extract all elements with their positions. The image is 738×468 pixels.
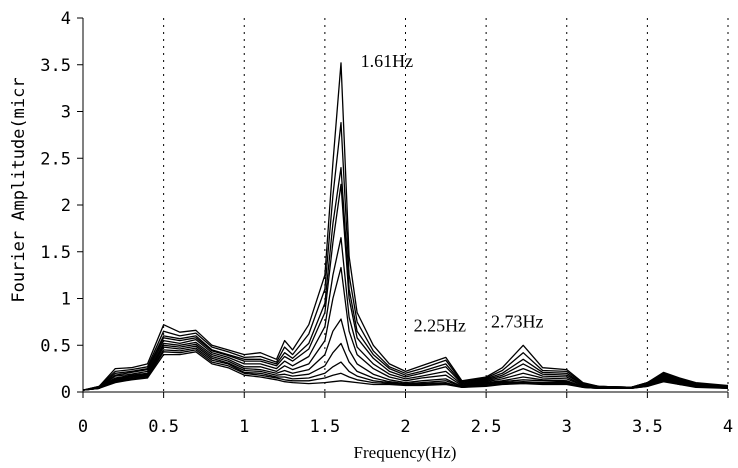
y-ticks: 0 0.5 1 1.5 2 2.5 3 3.5 4 — [40, 9, 83, 403]
y-tick-label: 3.5 — [40, 56, 71, 76]
x-tick-label: 1.5 — [310, 417, 341, 437]
x-tick-label: 2 — [400, 417, 410, 437]
x-tick-label: 1 — [239, 417, 249, 437]
x-tick-label: 4 — [723, 417, 733, 437]
x-tick-label: 3 — [562, 417, 572, 437]
x-tick-label: 2.5 — [471, 417, 502, 437]
series-line-11 — [82, 351, 729, 391]
peak-annotations: 1.61Hz 2.25Hz 2.73Hz — [361, 51, 544, 336]
y-tick-label: 2 — [61, 196, 71, 216]
y-tick-label: 0.5 — [40, 336, 71, 356]
y-axis-label: Fourier Amplitude(micr — [9, 77, 29, 302]
x-tick-label: 3.5 — [632, 417, 663, 437]
series-lines — [82, 62, 729, 391]
x-axis-label: Frequency(Hz) — [354, 443, 457, 462]
y-tick-label: 3 — [61, 103, 71, 123]
x-tick-label: 0 — [78, 417, 88, 437]
x-tick-label: 0.5 — [148, 417, 179, 437]
y-tick-label: 4 — [61, 9, 71, 29]
y-tick-label: 0 — [61, 383, 71, 403]
peak-annotation: 2.25Hz — [414, 315, 467, 335]
y-tick-label: 1.5 — [40, 243, 71, 263]
y-tick-label: 1 — [61, 290, 71, 310]
x-ticks: 0 0.5 1 1.5 2 2.5 3 3.5 4 — [78, 392, 733, 437]
series-line-8 — [82, 342, 729, 391]
vertical-gridlines — [163, 18, 729, 392]
series-line-4 — [82, 183, 729, 391]
y-tick-label: 2.5 — [40, 149, 71, 169]
peak-annotation: 1.61Hz — [361, 51, 414, 71]
peak-annotation: 2.73Hz — [491, 311, 544, 331]
